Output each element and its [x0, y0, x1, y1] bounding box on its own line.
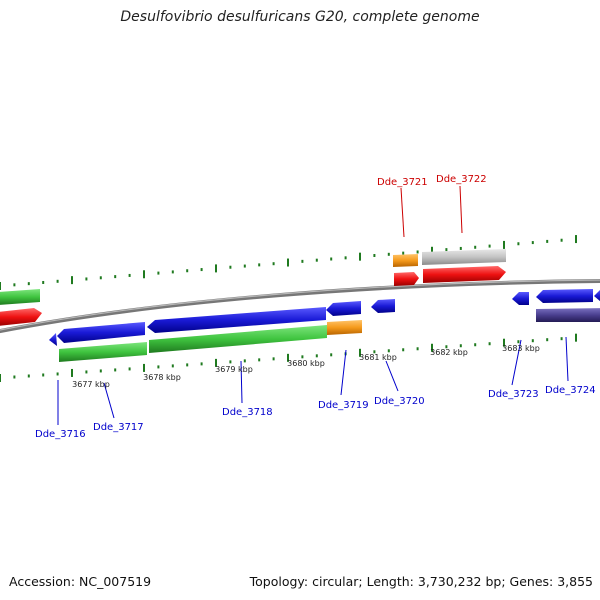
forward-strand-ticks	[0, 235, 577, 290]
gene-arrow-blue-edge[interactable]	[594, 289, 600, 302]
gene-Dde_3720-blue[interactable]	[371, 299, 395, 313]
leader-Dde_3721	[400, 187, 405, 238]
gene-label-Dde_3723[interactable]: Dde_3723	[488, 389, 539, 400]
leader-Dde_3722	[459, 185, 463, 234]
gene-label-Dde_3716[interactable]: Dde_3716	[35, 429, 86, 440]
gene-Dde_3721-red[interactable]	[394, 272, 419, 286]
gene-Dde_3722-gray[interactable]	[422, 249, 506, 265]
leader-Dde_3719	[340, 349, 347, 396]
genome-backbone	[0, 279, 600, 334]
genome-title: Desulfovibrio desulfuricans G20, complet…	[120, 9, 480, 25]
reverse-genes	[49, 289, 600, 362]
gene-arrow-blue-small-3716[interactable]	[49, 333, 57, 346]
reverse-strand-ticks	[0, 333, 577, 382]
gene-arrow-red-left[interactable]	[0, 308, 42, 326]
gene-label-Dde_3721[interactable]: Dde_3721	[377, 177, 428, 188]
gene-Dde_3717-blue[interactable]	[57, 322, 145, 343]
label-leader-lines	[57, 185, 569, 425]
gene-Dde_3724-purple[interactable]	[536, 308, 600, 322]
gene-Dde_3719-orange[interactable]	[327, 320, 362, 335]
gene-Dde_3718-green[interactable]	[149, 325, 327, 353]
leader-Dde_3717	[103, 382, 115, 419]
gene-Dde_3721-orange[interactable]	[393, 254, 418, 267]
gene-Dde_3717-green[interactable]	[59, 342, 147, 362]
kbp-labels: 3677 kbp 3678 kbp 3679 kbp 3680 kbp 3681…	[72, 344, 540, 389]
gene-Dde_3722-red[interactable]	[423, 266, 506, 283]
gene-Dde_3718-blue[interactable]	[147, 307, 326, 333]
kbp-label: 3677 kbp	[72, 380, 110, 389]
gene-Dde_3724-blue[interactable]	[536, 289, 593, 303]
kbp-label: 3678 kbp	[143, 373, 181, 382]
gene-arrow-green-left[interactable]	[0, 289, 40, 305]
gene-label-Dde_3718[interactable]: Dde_3718	[222, 407, 273, 418]
gene-labels: Dde_3721 Dde_3722 Dde_3716 Dde_3717 Dde_…	[35, 174, 596, 440]
gene-label-Dde_3720[interactable]: Dde_3720	[374, 396, 425, 407]
genome-backbone-highlight	[0, 279, 600, 331]
gene-label-Dde_3717[interactable]: Dde_3717	[93, 422, 144, 433]
gene-label-Dde_3722[interactable]: Dde_3722	[436, 174, 487, 185]
forward-genes	[0, 249, 506, 326]
leader-Dde_3718	[240, 360, 243, 404]
leader-Dde_3724	[565, 336, 569, 382]
kbp-label: 3681 kbp	[359, 353, 397, 362]
leader-Dde_3720	[385, 360, 399, 392]
gene-Dde_3719-blue[interactable]	[326, 301, 361, 316]
topology-text: Topology: circular; Length: 3,730,232 bp…	[249, 574, 593, 589]
kbp-label: 3683 kbp	[502, 344, 540, 353]
gene-Dde_3723-blue[interactable]	[512, 292, 529, 305]
gene-label-Dde_3719[interactable]: Dde_3719	[318, 400, 369, 411]
kbp-label: 3679 kbp	[215, 365, 253, 374]
kbp-label: 3680 kbp	[287, 359, 325, 368]
gene-label-Dde_3724[interactable]: Dde_3724	[545, 385, 596, 396]
accession-text: Accession: NC_007519	[9, 574, 152, 589]
kbp-label: 3682 kbp	[430, 348, 468, 357]
leader-Dde_3723	[511, 339, 522, 386]
